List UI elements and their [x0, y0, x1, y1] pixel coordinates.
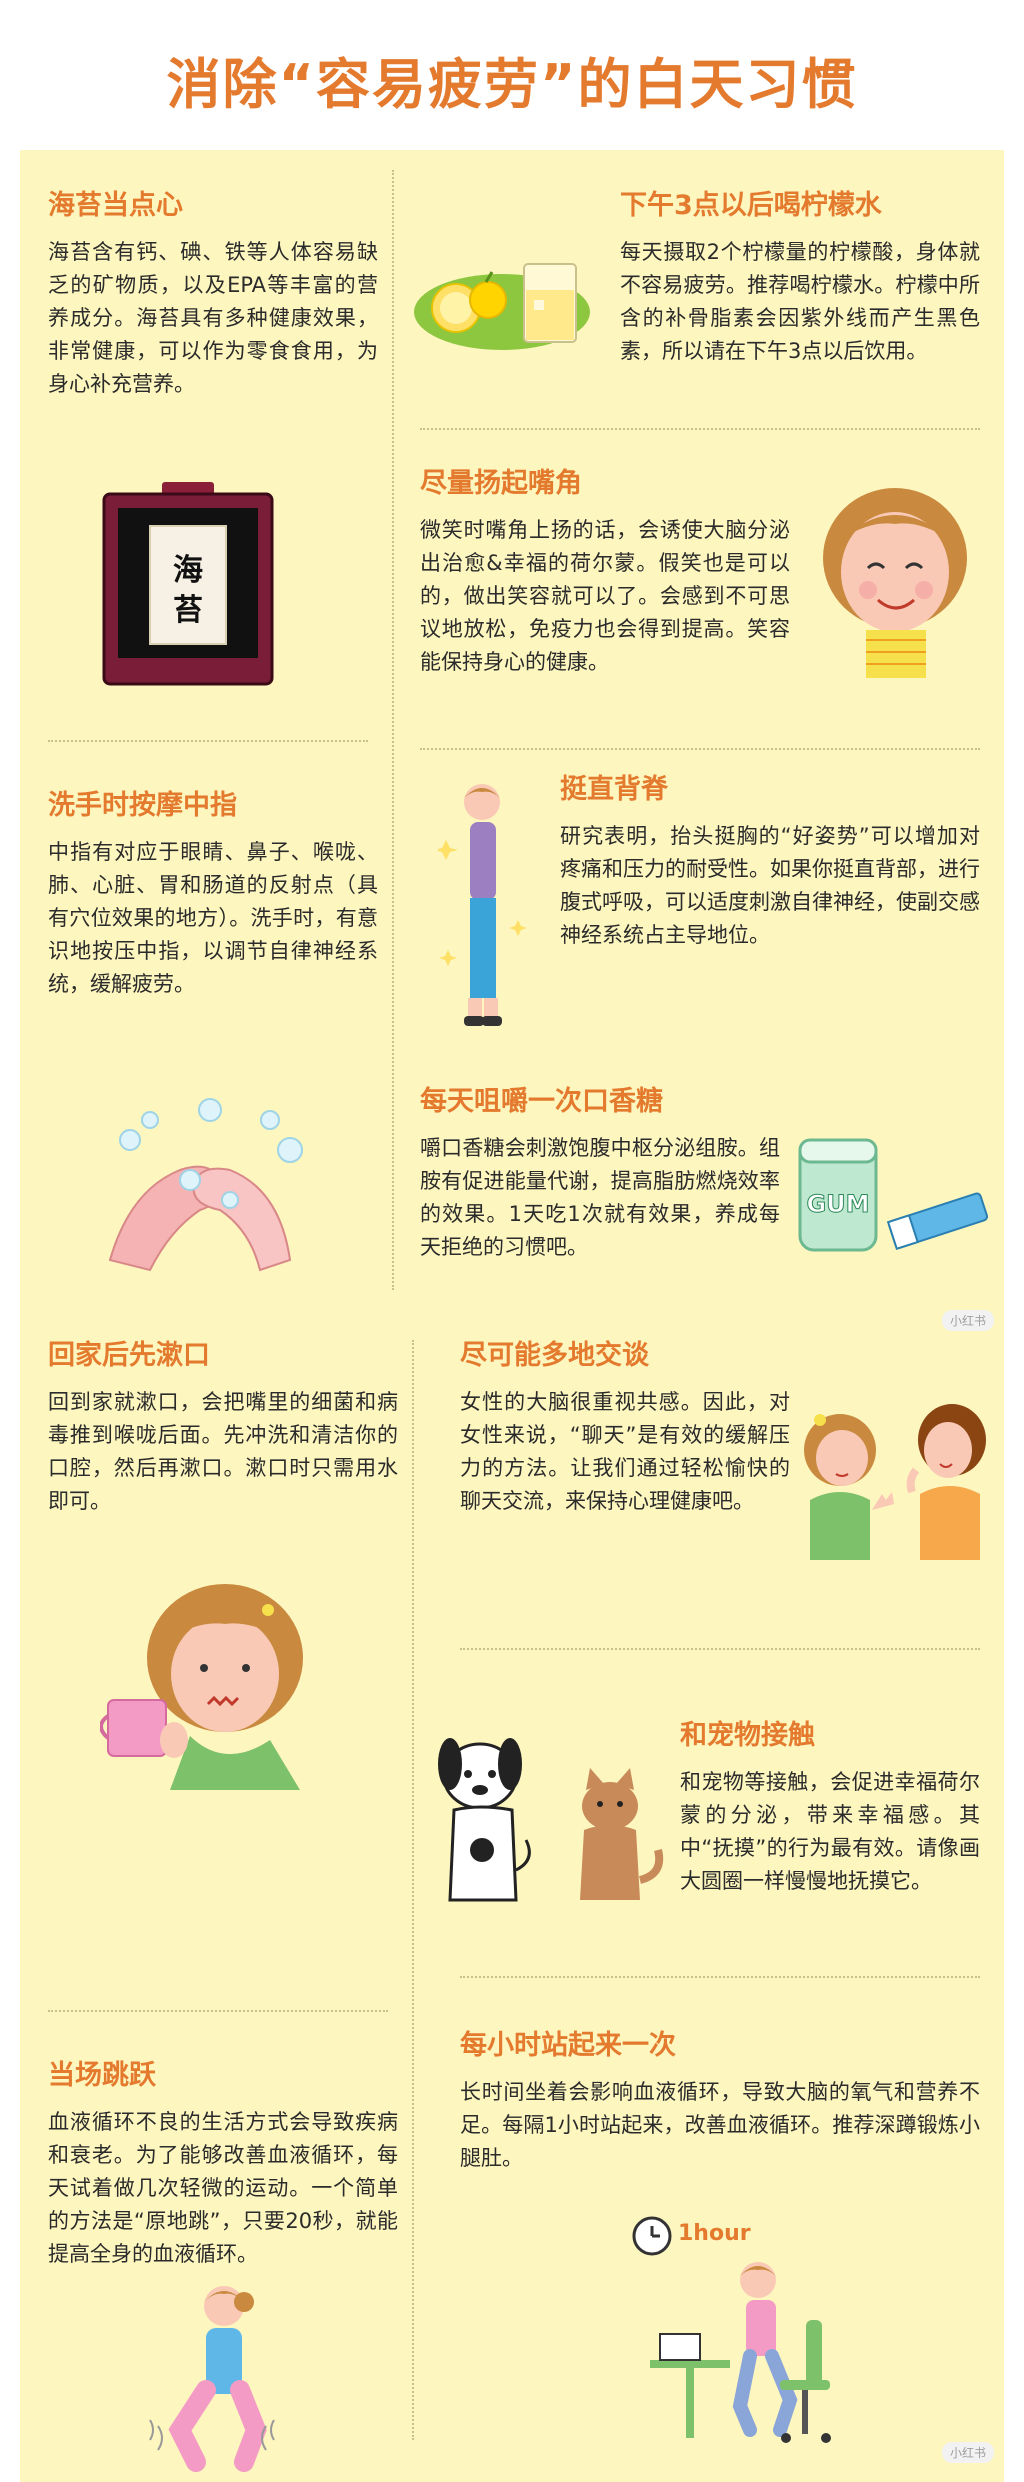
section-title: 每天咀嚼一次口香糖 [420, 1086, 663, 1117]
section-finger: 洗手时按摩中指 中指有对应于眼睛、鼻子、喉咙、肺、心脏、胃和肠道的反射点（具有穴… [48, 790, 378, 1001]
column-divider-lower [412, 1340, 414, 2440]
section-title: 下午3点以后喝柠檬水 [620, 190, 882, 221]
two-women-chatting-illustration [804, 1404, 986, 1560]
section-title: 洗手时按摩中指 [48, 790, 237, 821]
smiling-woman-illustration [823, 488, 967, 678]
content-panel: 海苔当点心 海苔含有钙、碘、铁等人体容易缺乏的矿物质，以及EPA等丰富的营养成分… [20, 150, 1004, 2482]
divider [48, 2010, 388, 2012]
section-title: 尽量扬起嘴角 [420, 468, 582, 499]
section-posture: 挺直背脊 研究表明，抬头挺胸的“好姿势”可以增加对疼痛和压力的耐受性。如果你挺直… [560, 774, 980, 952]
section-gum: 每天咀嚼一次口香糖 嚼口香糖会刺激饱腹中枢分泌组胺。组胺有促进能量代谢，提高脂肪… [420, 1086, 780, 1264]
section-lemon: 下午3点以后喝柠檬水 每天摄取2个柠檬量的柠檬酸，身体就不容易疲劳。推荐喝柠檬水… [620, 190, 980, 368]
section-body: 回到家就漱口，会把嘴里的细菌和病毒推到喉咙后面。先冲洗和清洁你的口腔，然后再漱口… [48, 1390, 398, 1514]
section-title: 回家后先漱口 [48, 1340, 210, 1371]
divider [48, 740, 368, 742]
hand-washing-illustration [108, 1098, 303, 1272]
section-title: 和宠物接触 [680, 1720, 815, 1751]
divider [420, 748, 980, 750]
watermark: 小红书 [942, 1310, 995, 1331]
straight-posture-illustration [438, 784, 527, 1026]
section-body: 血液循环不良的生活方式会导致疾病和衰老。为了能够改善血液循环，每天试着做几次轻微… [48, 2110, 398, 2267]
section-body: 微笑时嘴角上扬的话，会诱使大脑分泌出治愈&幸福的荷尔蒙。假笑也是可以的，做出笑容… [420, 518, 790, 675]
nori-package-illustration: 海 苔 [102, 482, 274, 686]
dog-and-cat-illustration [438, 1738, 664, 1902]
section-title: 尽可能多地交谈 [460, 1340, 649, 1371]
section-body: 女性的大脑很重视共感。因此，对女性来说，“聊天”是有效的缓解压力的方法。让我们通… [460, 1390, 790, 1514]
page-title: 消除“容易疲劳”的白天习惯 [166, 53, 858, 116]
gum-label: GUM [806, 1190, 869, 1218]
divider [420, 428, 980, 430]
section-body: 海苔含有钙、碘、铁等人体容易缺乏的矿物质，以及EPA等丰富的营养成分。海苔具有多… [48, 240, 378, 397]
gum-illustration: GUM [798, 1138, 989, 1252]
section-title: 当场跳跃 [48, 2060, 156, 2091]
watermark: 小红书 [942, 2442, 995, 2463]
section-pets: 和宠物接触 和宠物等接触，会促进幸福荷尔蒙的分泌，带来幸福感。其中“抚摸”的行为… [680, 1720, 980, 1898]
section-body: 每天摄取2个柠檬量的柠檬酸，身体就不容易疲劳。推荐喝柠檬水。柠檬中所含的补骨脂素… [620, 240, 980, 364]
section-gargle: 回家后先漱口 回到家就漱口，会把嘴里的细菌和病毒推到喉咙后面。先冲洗和清洁你的口… [48, 1340, 398, 1518]
divider [460, 1976, 980, 1978]
section-body: 嚼口香糖会刺激饱腹中枢分泌组胺。组胺有促进能量代谢，提高脂肪燃烧效率的效果。1天… [420, 1136, 780, 1260]
gargling-woman-illustration [100, 1584, 303, 1790]
section-title: 每小时站起来一次 [460, 2030, 676, 2061]
section-body: 长时间坐着会影响血液循环，导致大脑的氧气和营养不足。每隔1小时站起来，改善血液循… [460, 2080, 980, 2171]
column-divider-upper [392, 170, 394, 1290]
section-smile: 尽量扬起嘴角 微笑时嘴角上扬的话，会诱使大脑分泌出治愈&幸福的荷尔蒙。假笑也是可… [420, 468, 790, 679]
divider [460, 1648, 980, 1650]
section-body: 中指有对应于眼睛、鼻子、喉咙、肺、心脏、胃和肠道的反射点（具有穴位效果的地方）。… [48, 840, 378, 997]
section-chat: 尽可能多地交谈 女性的大脑很重视共感。因此，对女性来说，“聊天”是有效的缓解压力… [460, 1340, 790, 1518]
section-stand: 每小时站起来一次 长时间坐着会影响血液循环，导致大脑的氧气和营养不足。每隔1小时… [460, 2030, 980, 2175]
lemon-water-illustration [414, 263, 590, 350]
nori-label-bottom: 苔 [173, 593, 203, 628]
section-title: 挺直背脊 [560, 774, 668, 805]
section-title: 海苔当点心 [48, 190, 183, 221]
hour-label: 1hour [678, 2221, 751, 2246]
jumping-woman-illustration [149, 2286, 275, 2472]
section-body: 和宠物等接触，会促进幸福荷尔蒙的分泌，带来幸福感。其中“抚摸”的行为最有效。请像… [680, 1770, 980, 1894]
nori-label-top: 海 [173, 553, 203, 588]
standing-up-illustration: 1hour [632, 2216, 831, 2443]
section-body: 研究表明，抬头挺胸的“好姿势”可以增加对疼痛和压力的耐受性。如果你挺直背部，进行… [560, 824, 980, 948]
section-nori: 海苔当点心 海苔含有钙、碘、铁等人体容易缺乏的矿物质，以及EPA等丰富的营养成分… [48, 190, 378, 401]
section-jump: 当场跳跃 血液循环不良的生活方式会导致疾病和衰老。为了能够改善血液循环，每天试着… [48, 2060, 398, 2271]
